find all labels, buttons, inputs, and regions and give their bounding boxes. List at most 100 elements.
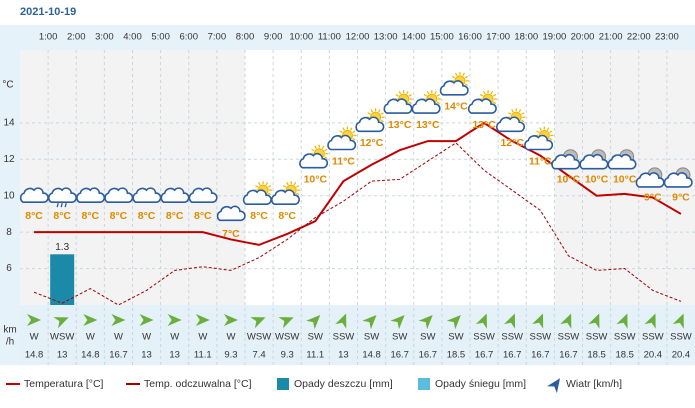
temperature-label: 11°C <box>332 155 355 167</box>
cloud-icon <box>551 153 581 170</box>
wind-direction: WSW <box>50 332 74 343</box>
hour-label: 4:00 <box>123 32 142 43</box>
wind-arrow <box>53 317 69 329</box>
sun-ray <box>380 112 384 115</box>
wind-arrow <box>306 315 321 330</box>
hour-label: 21:00 <box>599 32 623 43</box>
temperature-label: 14°C <box>444 101 468 113</box>
wind-arrow <box>139 314 154 326</box>
temperature-label: 8°C <box>166 210 184 222</box>
weather-icon <box>19 187 49 203</box>
hour-label: 9:00 <box>264 32 283 43</box>
wind-direction: SSW <box>558 332 580 343</box>
sun-ray <box>454 72 458 76</box>
hour-label: 20:00 <box>571 32 595 43</box>
wind-arrow <box>475 313 487 329</box>
cloud-icon <box>663 172 693 188</box>
wind-direction: SW <box>308 332 323 343</box>
cloud-icon <box>242 189 272 205</box>
wind-arrow <box>418 315 433 330</box>
sun-ray <box>283 185 287 188</box>
wind-arrow <box>560 313 572 329</box>
cloud-icon <box>327 134 357 151</box>
temperature-label: 8°C <box>250 210 268 222</box>
cloud-icon <box>635 172 665 188</box>
hour-label: 17:00 <box>486 32 510 43</box>
weather-icon <box>216 205 246 222</box>
hour-label: 5:00 <box>151 32 170 43</box>
rain-drop <box>56 202 59 208</box>
chart-title: 2021-10-19 <box>20 6 76 18</box>
temperature-label: 10°C <box>585 173 609 185</box>
sun-ray <box>434 90 437 95</box>
wind-arrow <box>195 314 210 326</box>
temperature-label: 8°C <box>110 210 128 222</box>
wind-speed: 18.5 <box>587 350 606 361</box>
hour-label: 11:00 <box>318 32 341 43</box>
wind-arrow <box>390 315 405 330</box>
sun-ray <box>423 94 427 97</box>
temperature-label: 12°C <box>360 137 384 149</box>
weather-icon <box>299 144 329 169</box>
sun-ray <box>267 185 272 188</box>
wind-speed: 20.4 <box>644 350 663 361</box>
y-tick-label: 6 <box>6 263 12 274</box>
wind-direction: W <box>30 332 39 343</box>
wind-direction: WSW <box>247 332 271 343</box>
temperature-label: 8°C <box>25 210 43 222</box>
temperature-label: 10°C <box>613 173 637 185</box>
sun-ray <box>258 182 261 186</box>
weather-icon <box>132 187 162 203</box>
sun-ray <box>408 101 412 105</box>
cloud-icon <box>19 187 49 203</box>
sun-ray <box>511 109 514 113</box>
wind-speed: 13 <box>57 350 68 361</box>
wind-arrow <box>27 314 42 326</box>
hour-label: 2:00 <box>67 32 86 43</box>
wind-speed: 13 <box>338 350 349 361</box>
temperature-label: 8°C <box>194 210 212 222</box>
sun-ray <box>352 137 356 141</box>
sun-ray <box>398 90 402 95</box>
y-tick-label: 10 <box>3 190 15 201</box>
rain-bar <box>50 254 75 305</box>
hour-label: 22:00 <box>627 32 651 43</box>
sun-ray <box>521 119 525 123</box>
wind-speed: 20.4 <box>672 350 691 361</box>
cloud-icon <box>76 187 106 203</box>
cloud-icon <box>579 153 609 170</box>
wind-direction: SW <box>448 332 463 343</box>
sun-ray <box>296 185 300 188</box>
weather-icon <box>271 181 301 205</box>
weather-icon <box>607 149 637 170</box>
wind-speed: 18.5 <box>615 350 634 361</box>
temperature-label: 13°C <box>416 119 440 131</box>
wind-direction: W <box>114 332 123 343</box>
sun-ray <box>549 130 553 134</box>
temperature-label: 7°C <box>222 228 240 240</box>
sun-ray <box>342 127 345 131</box>
sun-ray <box>490 90 494 95</box>
y-tick-label: 8 <box>6 227 12 238</box>
wind-arrow <box>83 314 98 326</box>
legend-arrow <box>547 378 561 394</box>
wind-arrow <box>111 314 126 326</box>
cloud-icon <box>216 205 246 222</box>
sun-ray <box>483 90 486 95</box>
cloud-icon <box>160 187 190 203</box>
wind-speed: 16.7 <box>419 350 438 361</box>
sun-ray <box>293 182 297 186</box>
cloud-icon <box>467 98 497 114</box>
sun-ray <box>380 119 384 123</box>
weather-icon <box>160 187 190 203</box>
wind-speed: 16.7 <box>109 350 128 361</box>
temperature-label: 10°C <box>557 173 581 185</box>
weather-icon <box>188 187 218 203</box>
sun-ray <box>367 112 371 115</box>
weather-icon <box>439 71 469 96</box>
wind-direction: SSW <box>614 332 636 343</box>
weather-icon <box>635 167 665 188</box>
weather-icon <box>76 187 106 203</box>
wind-speed: 7.4 <box>252 350 265 361</box>
